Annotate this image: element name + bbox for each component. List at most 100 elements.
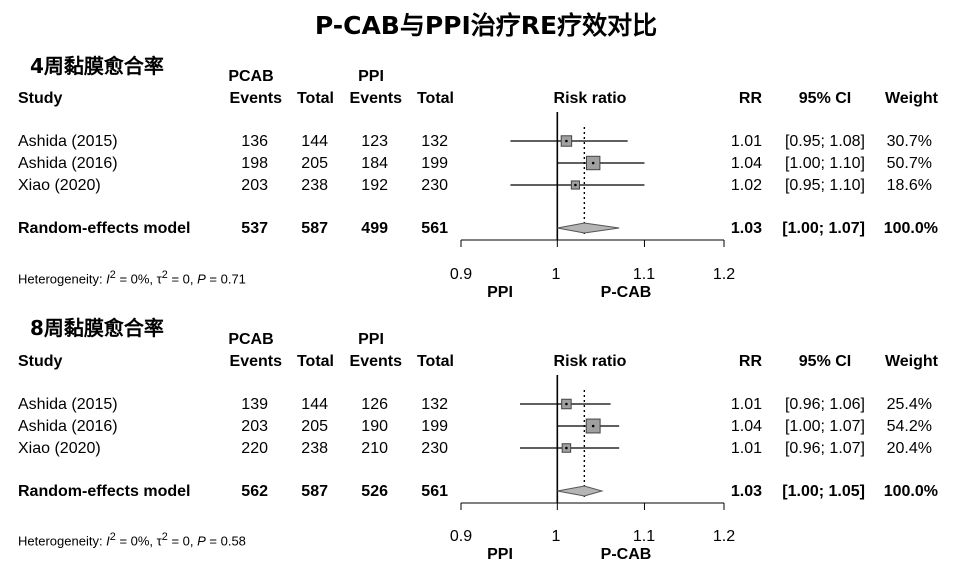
model-ci-value: [1.00; 1.07] [782,220,865,237]
model-label: Random-effects model [18,220,191,237]
tick-label: 1 [551,266,561,283]
point-estimate [591,161,595,165]
rr-value: 1.01 [730,133,762,150]
study-name: Ashida (2015) [18,133,118,150]
header-group1: PCAB [228,68,274,85]
header-total-2: Total [416,353,454,370]
model-weight-value: 100.0% [883,483,938,500]
events-pcab: 198 [241,155,268,172]
events-ppi: 190 [361,418,388,435]
model-weight-value: 100.0% [883,220,938,237]
figure-title: P-CAB与PPI治疗RE疗效对比 [314,11,658,40]
model-ci-value: [1.00; 1.05] [782,483,865,500]
point-estimate [574,183,577,187]
tick-label: 1 [551,528,561,545]
weight-value: 50.7% [886,155,932,172]
ci-value: [0.96; 1.07] [784,440,865,457]
tick-label: 0.9 [449,266,473,283]
heterogeneity-text: Heterogeneity: I2 = 0%, τ2 = 0, P = 0.58 [18,531,246,549]
model-total-ppi: 561 [421,220,448,237]
events-pcab: 203 [241,418,268,435]
total-pcab: 205 [301,418,328,435]
total-pcab: 238 [301,177,328,194]
events-ppi: 126 [361,396,388,413]
tick-label: 1.2 [712,528,736,545]
events-pcab: 220 [241,440,268,457]
total-ppi: 132 [421,133,448,150]
total-ppi: 199 [421,418,448,435]
pooled-diamond [557,485,604,497]
tick-label: 1.2 [712,266,736,283]
header-events-1: Events [229,90,282,107]
rr-value: 1.04 [730,418,762,435]
events-pcab: 136 [241,133,268,150]
section-title: 4周黏膜愈合率 [30,54,164,78]
model-events-ppi: 499 [361,220,388,237]
model-label: Random-effects model [18,483,191,500]
favours-right-label: P-CAB [600,284,652,301]
header-weight: Weight [884,90,938,107]
total-ppi: 230 [421,440,448,457]
header-events-1: Events [229,353,282,370]
weight-value: 18.6% [886,177,932,194]
study-name: Ashida (2016) [18,155,118,172]
header-rr: RR [738,90,762,107]
events-pcab: 203 [241,177,268,194]
favours-left-label: PPI [487,284,513,301]
header-total-2: Total [416,90,454,107]
model-total-pcab: 587 [301,220,328,237]
total-pcab: 144 [301,133,328,150]
model-events-ppi: 526 [361,483,388,500]
weight-value: 30.7% [886,133,932,150]
model-rr-value: 1.03 [730,483,762,500]
model-rr-value: 1.03 [730,220,762,237]
heterogeneity-text: Heterogeneity: I2 = 0%, τ2 = 0, P = 0.71 [18,269,246,287]
rr-value: 1.01 [730,440,762,457]
total-pcab: 205 [301,155,328,172]
point-estimate [565,139,568,143]
header-group2: PPI [358,68,384,85]
header-study: Study [18,90,63,107]
header-study: Study [18,353,63,370]
events-ppi: 184 [361,155,388,172]
header-total-1: Total [296,353,334,370]
total-pcab: 238 [301,440,328,457]
model-total-ppi: 561 [421,483,448,500]
weight-value: 20.4% [886,440,932,457]
ci-value: [1.00; 1.07] [784,418,865,435]
model-events-pcab: 537 [241,220,268,237]
header-ci: 95% CI [798,90,852,107]
total-ppi: 132 [421,396,448,413]
rr-value: 1.02 [730,177,762,194]
events-ppi: 210 [361,440,388,457]
point-estimate [565,402,568,406]
ci-value: [0.96; 1.06] [784,396,865,413]
study-name: Xiao (2020) [18,177,101,194]
total-ppi: 230 [421,177,448,194]
tick-label: 1.1 [632,528,656,545]
weight-value: 54.2% [886,418,932,435]
events-pcab: 139 [241,396,268,413]
header-group1: PCAB [228,331,274,348]
header-events-2: Events [349,353,402,370]
weight-value: 25.4% [886,396,932,413]
header-risk-ratio: Risk ratio [553,90,627,107]
header-weight: Weight [884,353,938,370]
study-name: Ashida (2016) [18,418,118,435]
ci-value: [0.95; 1.10] [784,177,865,194]
favours-right-label: P-CAB [600,546,652,563]
model-total-pcab: 587 [301,483,328,500]
ci-value: [0.95; 1.08] [784,133,865,150]
header-total-1: Total [296,90,334,107]
header-rr: RR [738,353,762,370]
tick-label: 1.1 [632,266,656,283]
total-pcab: 144 [301,396,328,413]
header-ci: 95% CI [798,353,852,370]
ci-value: [1.00; 1.10] [784,155,865,172]
header-risk-ratio: Risk ratio [553,353,627,370]
events-ppi: 192 [361,177,388,194]
model-events-pcab: 562 [241,483,268,500]
rr-value: 1.04 [730,155,762,172]
study-name: Ashida (2015) [18,396,118,413]
